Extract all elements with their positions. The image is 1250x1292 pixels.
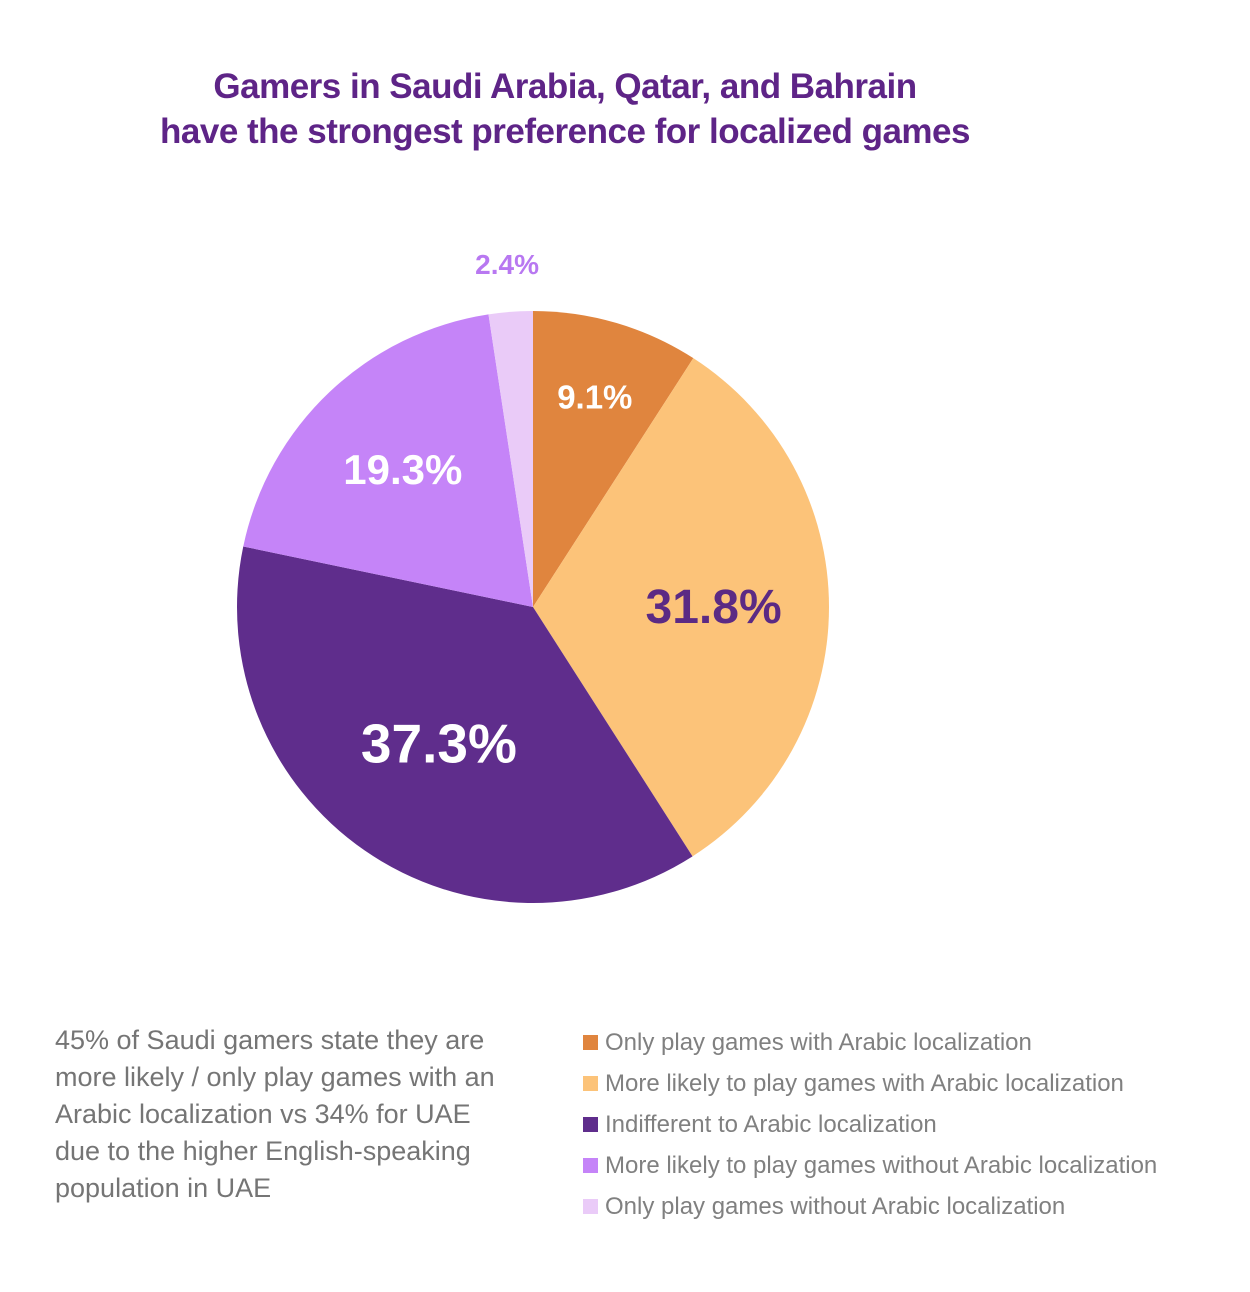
chart-title-line1: Gamers in Saudi Arabia, Qatar, and Bahra… xyxy=(213,67,917,106)
legend-item-2: Indifferent to Arabic localization xyxy=(583,1104,1233,1145)
legend-item-1: More likely to play games with Arabic lo… xyxy=(583,1063,1233,1104)
pie-slice-3 xyxy=(243,314,533,607)
legend-item-4: Only play games without Arabic localizat… xyxy=(583,1186,1233,1227)
legend-swatch-icon xyxy=(583,1199,598,1214)
pie-slice-label-3: 19.3% xyxy=(343,446,462,493)
legend-swatch-icon xyxy=(583,1158,598,1173)
legend-item-3: More likely to play games without Arabic… xyxy=(583,1145,1233,1186)
legend-item-0: Only play games with Arabic localization xyxy=(583,1022,1233,1063)
pie-slice-label-2: 37.3% xyxy=(361,713,517,775)
legend-label: More likely to play games without Arabic… xyxy=(605,1151,1158,1179)
pie-slice-4 xyxy=(488,311,533,607)
chart-title: Gamers in Saudi Arabia, Qatar, and Bahra… xyxy=(0,64,1130,154)
pie-slice-1 xyxy=(533,358,829,857)
annotation-text: 45% of Saudi gamers state they are more … xyxy=(55,1025,495,1203)
legend-swatch-icon xyxy=(583,1035,598,1050)
pie-slice-2 xyxy=(237,546,693,903)
pie-slice-0 xyxy=(533,311,694,607)
legend: Only play games with Arabic localization… xyxy=(583,1022,1233,1227)
legend-label: Only play games without Arabic localizat… xyxy=(605,1192,1066,1220)
pie-slice-label-4: 2.4% xyxy=(475,249,539,280)
legend-label: Only play games with Arabic localization xyxy=(605,1028,1032,1056)
legend-label: Indifferent to Arabic localization xyxy=(605,1110,937,1138)
legend-swatch-icon xyxy=(583,1076,598,1091)
pie-slice-label-0: 9.1% xyxy=(557,378,632,415)
pie-slice-label-1: 31.8% xyxy=(646,581,782,634)
legend-label: More likely to play games with Arabic lo… xyxy=(605,1069,1124,1097)
legend-swatch-icon xyxy=(583,1117,598,1132)
chart-title-line2: have the strongest preference for locali… xyxy=(160,112,970,151)
